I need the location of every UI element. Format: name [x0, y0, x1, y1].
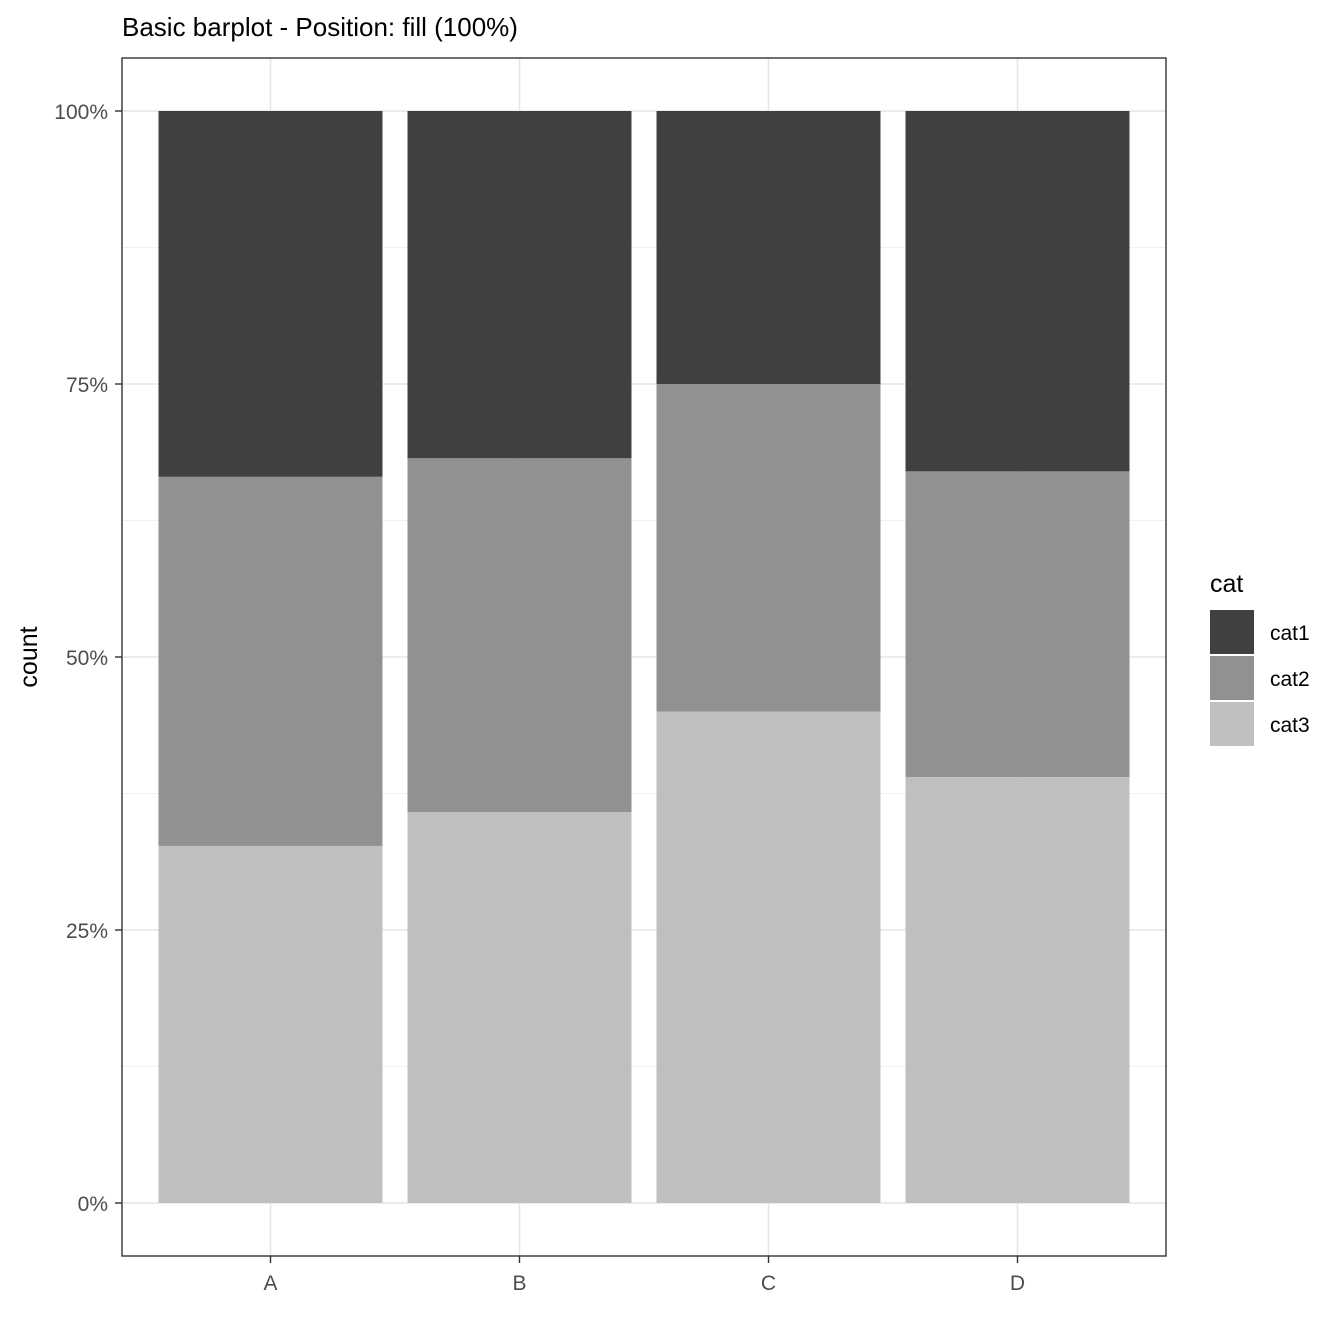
legend-key-cat3 — [1210, 702, 1254, 746]
y-tick-label: 50% — [66, 647, 108, 670]
legend-items: cat1 cat2 cat3 — [1210, 610, 1310, 746]
bar-B-cat3 — [407, 812, 632, 1203]
x-tick-label: B — [512, 1272, 526, 1295]
bar-C-cat2 — [656, 384, 881, 712]
legend-title: cat — [1210, 570, 1243, 598]
x-tick-label: A — [263, 1272, 277, 1295]
legend-key-cat2 — [1210, 656, 1254, 700]
bar-D-cat3 — [905, 777, 1130, 1203]
x-tick-label: C — [761, 1272, 776, 1295]
bar-C-cat3 — [656, 711, 881, 1203]
bars — [158, 111, 1130, 1203]
bar-B-cat1 — [407, 111, 632, 459]
legend: cat cat1 cat2 cat3 — [1210, 570, 1310, 746]
y-axis-title: count — [15, 626, 43, 687]
axes: 0% 25% 50% 75% 100% A B C D — [54, 101, 1025, 1295]
bar-D-cat2 — [905, 471, 1130, 778]
legend-label-cat1: cat1 — [1270, 622, 1310, 645]
chart-title: Basic barplot - Position: fill (100%) — [122, 12, 518, 42]
y-tick-label: 75% — [66, 374, 108, 397]
bar-C-cat1 — [656, 111, 881, 384]
legend-key-cat1 — [1210, 610, 1254, 654]
y-tick-label: 100% — [54, 101, 108, 124]
bar-A-cat2 — [158, 476, 383, 846]
legend-label-cat2: cat2 — [1270, 668, 1310, 691]
y-tick-label: 0% — [78, 1193, 108, 1216]
bar-A-cat1 — [158, 111, 383, 477]
bar-A-cat3 — [158, 845, 383, 1203]
bar-B-cat2 — [407, 458, 632, 813]
bar-D-cat1 — [905, 111, 1130, 472]
legend-label-cat3: cat3 — [1270, 714, 1310, 737]
y-tick-label: 25% — [66, 920, 108, 943]
x-tick-label: D — [1010, 1272, 1025, 1295]
